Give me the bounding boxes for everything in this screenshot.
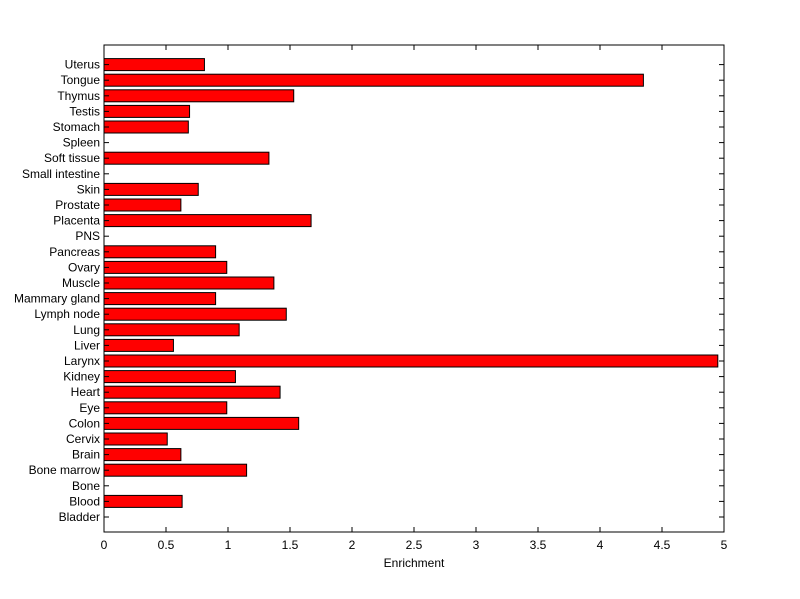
y-tick-label-kidney: Kidney	[63, 370, 100, 384]
y-tick-label-blood: Blood	[69, 494, 100, 508]
y-tick-label-prostate: Prostate	[55, 198, 100, 212]
bar-heart	[103, 385, 281, 399]
x-tick-label-0-5: 0.5	[158, 538, 175, 552]
bar-testis	[103, 104, 191, 118]
bar-lymph-node	[103, 307, 287, 321]
y-tick-label-bone-marrow: Bone marrow	[29, 463, 101, 477]
y-tick-label-larynx: Larynx	[64, 354, 100, 368]
y-tick-label-stomach: Stomach	[53, 120, 100, 134]
bar-pancreas	[103, 245, 217, 259]
y-tick-label-eye: Eye	[79, 401, 100, 415]
x-tick-label-4-5: 4.5	[654, 538, 671, 552]
x-tick-label-0: 0	[101, 538, 108, 552]
y-tick-label-pns: PNS	[75, 229, 100, 243]
y-tick-label-small-intestine: Small intestine	[22, 167, 100, 181]
bar-eye	[103, 401, 228, 415]
bar-bone-marrow	[103, 463, 248, 477]
x-axis: 0 0.5 1 1.5 2 2.5 3 3.5 4 4.5 5	[101, 45, 728, 552]
x-tick-label-2: 2	[349, 538, 356, 552]
y-tick-label-placenta: Placenta	[53, 214, 100, 228]
bar-larynx	[103, 354, 719, 368]
x-axis-label: Enrichment	[384, 556, 445, 570]
y-tick-label-skin: Skin	[77, 182, 100, 196]
bar-colon	[103, 416, 300, 430]
bar-thymus	[103, 89, 295, 103]
y-tick-label-ovary: Ovary	[68, 260, 100, 274]
bar-soft-tissue	[103, 151, 270, 165]
bar-liver	[103, 338, 174, 352]
bar-placenta	[103, 214, 312, 228]
y-tick-label-muscle: Muscle	[62, 276, 100, 290]
y-tick-label-liver: Liver	[74, 338, 100, 352]
y-tick-label-heart: Heart	[71, 385, 101, 399]
bar-brain	[103, 448, 182, 462]
y-tick-label-lung: Lung	[73, 323, 100, 337]
y-tick-label-spleen: Spleen	[63, 136, 100, 150]
bar-mammary-gland	[103, 292, 217, 306]
y-tick-label-uterus: Uterus	[65, 58, 100, 72]
x-tick-label-1: 1	[225, 538, 232, 552]
y-tick-label-mammary-gland: Mammary gland	[14, 292, 100, 306]
y-tick-label-testis: Testis	[69, 104, 100, 118]
bar-stomach	[103, 120, 189, 134]
x-tick-label-3: 3	[473, 538, 480, 552]
bar-kidney	[103, 370, 236, 384]
y-tick-label-cervix: Cervix	[66, 432, 100, 446]
y-tick-label-colon: Colon	[69, 416, 100, 430]
bar-skin	[103, 182, 199, 196]
bar-muscle	[103, 276, 275, 290]
x-tick-label-4: 4	[597, 538, 604, 552]
x-tick-label-2-5: 2.5	[406, 538, 423, 552]
bar-ovary	[103, 260, 228, 274]
x-tick-label-3-5: 3.5	[530, 538, 547, 552]
y-tick-label-thymus: Thymus	[57, 89, 100, 103]
y-tick-label-bladder: Bladder	[59, 510, 100, 524]
bars-layer	[103, 58, 719, 508]
x-tick-label-1-5: 1.5	[282, 538, 299, 552]
bar-lung	[103, 323, 240, 337]
bar-tongue	[103, 73, 644, 87]
bar-prostate	[103, 198, 182, 212]
bar-cervix	[103, 432, 168, 446]
y-tick-label-soft-tissue: Soft tissue	[44, 151, 100, 165]
bar-uterus	[103, 58, 205, 72]
bar-blood	[103, 494, 183, 508]
y-tick-label-pancreas: Pancreas	[49, 245, 100, 259]
y-tick-label-tongue: Tongue	[61, 73, 101, 87]
y-tick-label-lymph-node: Lymph node	[34, 307, 100, 321]
y-tick-label-brain: Brain	[72, 448, 100, 462]
x-tick-label-5: 5	[721, 538, 728, 552]
y-tick-label-bone: Bone	[72, 479, 100, 493]
